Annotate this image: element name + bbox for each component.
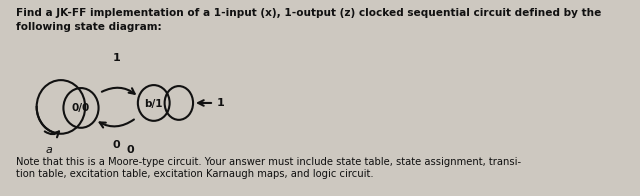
Text: tion table, excitation table, excitation Karnaugh maps, and logic circuit.: tion table, excitation table, excitation…	[16, 170, 373, 180]
Text: b/1: b/1	[145, 99, 163, 109]
Text: 0/0: 0/0	[72, 103, 90, 113]
Text: 0: 0	[112, 140, 120, 150]
Text: Find a JK-FF implementation of a 1-input (x), 1-output (z) clocked sequential ci: Find a JK-FF implementation of a 1-input…	[16, 8, 601, 18]
Text: Note that this is a Moore-type circuit. Your answer must include state table, st: Note that this is a Moore-type circuit. …	[16, 157, 521, 167]
Text: following state diagram:: following state diagram:	[16, 22, 161, 32]
Text: 0: 0	[127, 145, 134, 155]
Text: 1: 1	[112, 53, 120, 63]
Text: 1: 1	[216, 98, 224, 108]
Text: a: a	[46, 145, 52, 155]
